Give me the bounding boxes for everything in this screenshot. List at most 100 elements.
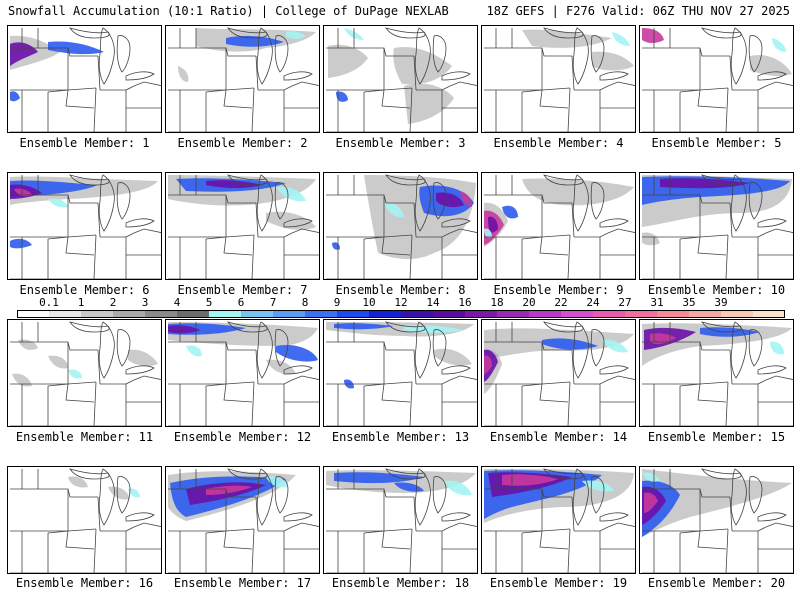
snowfall-area-gray bbox=[12, 373, 32, 387]
snowfall-area-pink bbox=[502, 474, 558, 486]
map-boundary-line bbox=[539, 383, 569, 403]
member-map-canvas bbox=[326, 27, 477, 132]
snowfall-area-blue bbox=[334, 472, 424, 484]
member-label: Ensemble Member: 15 bbox=[647, 430, 786, 444]
snowfall-area-cyan bbox=[642, 472, 660, 482]
map-boundary-line bbox=[10, 87, 97, 91]
map-boundary-line bbox=[69, 321, 110, 333]
map-boundary-line bbox=[133, 375, 161, 381]
map-boundary-line bbox=[765, 522, 793, 528]
map-boundary-line bbox=[255, 496, 259, 532]
snowfall-area-cyan bbox=[582, 480, 614, 492]
colorbar-tick: 4 bbox=[173, 296, 181, 309]
map-boundary-line bbox=[125, 71, 155, 81]
map-boundary-line bbox=[539, 236, 569, 256]
snowfall-area-blue bbox=[10, 238, 32, 249]
member-label: Ensemble Member: 19 bbox=[489, 576, 628, 590]
snowfall-area-cyan bbox=[128, 488, 140, 498]
map-boundary-line bbox=[125, 512, 155, 522]
map-boundary-line bbox=[168, 488, 256, 498]
map-boundary-line bbox=[10, 194, 98, 204]
colorbar-tick: 14 bbox=[426, 296, 440, 309]
map-boundary-line bbox=[168, 341, 256, 351]
map-boundary-line bbox=[326, 87, 413, 91]
map-boundary-line bbox=[725, 234, 729, 279]
map-boundary-line bbox=[291, 375, 319, 381]
map-boundary-line bbox=[363, 48, 385, 93]
snowfall-area-gray bbox=[178, 66, 189, 82]
map-boundary-line bbox=[567, 528, 571, 573]
map-boundary-line bbox=[10, 47, 98, 57]
snowfall-area-blue bbox=[334, 323, 394, 330]
map-boundary-line bbox=[642, 488, 730, 498]
map-boundary-line bbox=[441, 512, 471, 522]
map-boundary-line bbox=[484, 47, 572, 57]
map-boundary-line bbox=[385, 27, 426, 39]
map-boundary-line bbox=[642, 194, 730, 204]
map-boundary-line bbox=[93, 234, 97, 279]
colorbar-bin bbox=[337, 310, 370, 318]
member-map-canvas bbox=[168, 174, 319, 279]
map-boundary-line bbox=[543, 174, 584, 186]
map-boundary-line bbox=[590, 35, 605, 73]
map-boundary-line bbox=[732, 232, 767, 238]
map-boundary-line bbox=[223, 89, 253, 109]
member-map-canvas bbox=[326, 174, 477, 279]
snowfall-area-cyan bbox=[186, 345, 202, 357]
map-boundary-line bbox=[432, 476, 447, 514]
map-boundary-line bbox=[381, 236, 411, 256]
map-boundary-line bbox=[521, 195, 543, 240]
member-map-4 bbox=[481, 25, 636, 133]
map-boundary-line bbox=[385, 174, 426, 186]
map-boundary-line bbox=[274, 35, 289, 73]
map-boundary-line bbox=[432, 35, 447, 73]
map-boundary-line bbox=[441, 71, 471, 81]
colorbar-tick: 2 bbox=[109, 296, 117, 309]
map-boundary-line bbox=[590, 476, 605, 514]
map-boundary-line bbox=[223, 383, 253, 403]
map-boundary-line bbox=[116, 182, 131, 220]
map-boundary-line bbox=[168, 47, 256, 57]
snowfall-area-pink bbox=[650, 333, 676, 345]
map-boundary-line bbox=[416, 379, 451, 385]
member-map-18 bbox=[323, 466, 478, 574]
colorbar-tick: 16 bbox=[458, 296, 472, 309]
map-boundary-line bbox=[116, 476, 131, 514]
snowfall-area-cyan bbox=[484, 228, 492, 238]
member-map-20 bbox=[639, 466, 794, 574]
map-boundary-line bbox=[574, 232, 609, 238]
colorbar-tick: 1 bbox=[77, 296, 85, 309]
snowfall-area-purple bbox=[660, 178, 750, 189]
colorbar-bin bbox=[753, 310, 785, 318]
map-boundary-line bbox=[381, 383, 411, 403]
map-boundary-line bbox=[599, 71, 629, 81]
member-map-1 bbox=[7, 25, 162, 133]
colorbar-tick: 22 bbox=[554, 296, 568, 309]
map-boundary-line bbox=[765, 375, 793, 381]
map-boundary-line bbox=[223, 530, 253, 550]
map-boundary-line bbox=[168, 381, 255, 385]
map-boundary-line bbox=[567, 381, 571, 426]
map-boundary-line bbox=[385, 321, 426, 333]
colorbar-bin bbox=[433, 310, 466, 318]
map-boundary-line bbox=[227, 321, 268, 333]
map-boundary-line bbox=[409, 234, 413, 279]
map-boundary-line bbox=[748, 182, 763, 220]
snowfall-area-gray bbox=[68, 476, 88, 488]
snowfall-area-gray bbox=[522, 178, 634, 206]
map-boundary-line bbox=[572, 174, 589, 232]
snowfall-area-purple bbox=[168, 325, 200, 334]
map-boundary-line bbox=[65, 89, 95, 109]
snowfall-area-gray bbox=[108, 486, 130, 500]
colorbar-bin bbox=[369, 310, 402, 318]
map-boundary-line bbox=[251, 381, 255, 426]
map-boundary-line bbox=[574, 85, 609, 91]
map-boundary-line bbox=[729, 202, 733, 238]
map-boundary-line bbox=[227, 27, 268, 39]
map-boundary-line bbox=[572, 468, 589, 526]
map-boundary-line bbox=[258, 379, 293, 385]
map-boundary-line bbox=[571, 55, 575, 91]
member-map-7 bbox=[165, 172, 320, 280]
map-boundary-line bbox=[100, 379, 135, 385]
map-boundary-line bbox=[484, 87, 571, 91]
